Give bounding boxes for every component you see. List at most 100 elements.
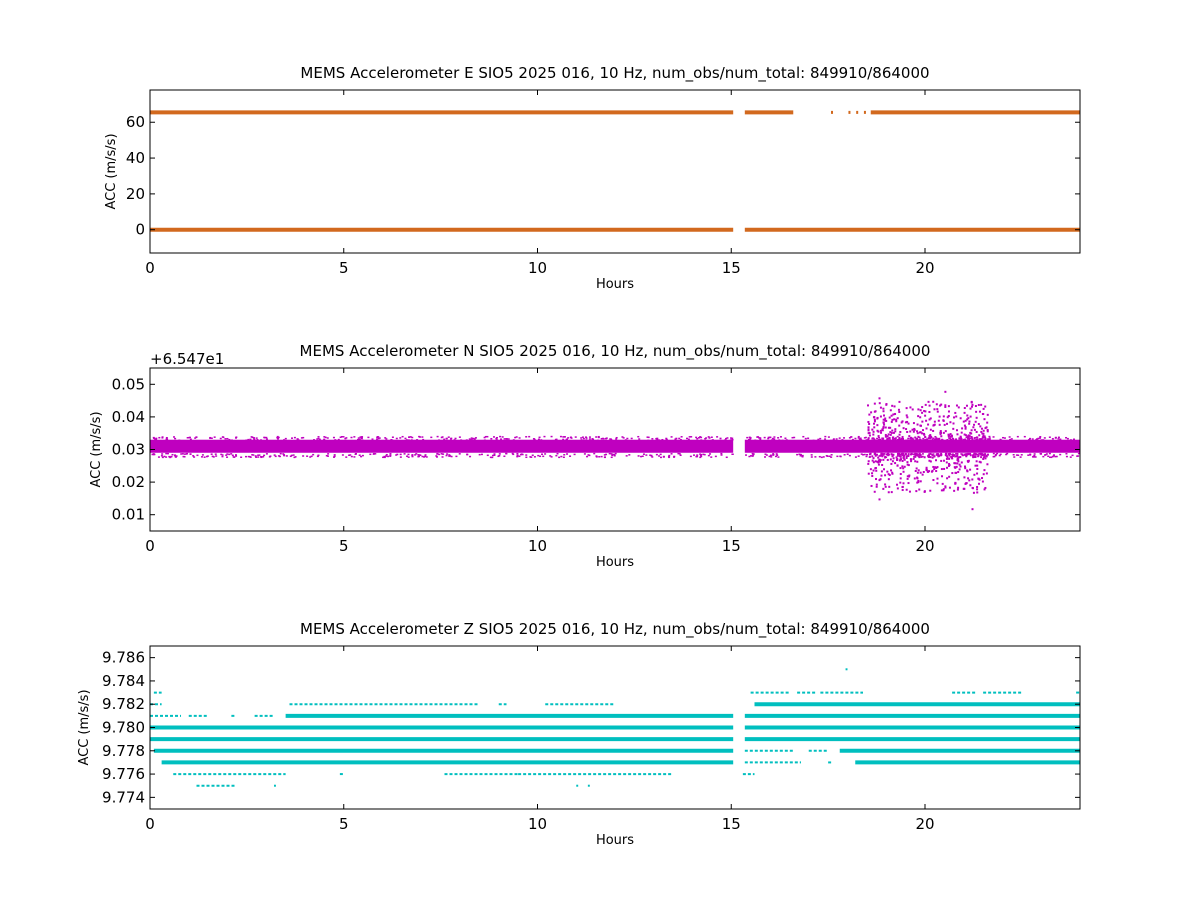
y-offset-text: +6.547e1 xyxy=(150,350,224,368)
data-point xyxy=(944,454,947,457)
data-point xyxy=(404,437,407,440)
data-point xyxy=(679,439,682,441)
data-point xyxy=(1037,437,1040,440)
data-point xyxy=(879,438,882,441)
data-point xyxy=(309,456,312,458)
data-point xyxy=(917,481,920,484)
data-point xyxy=(228,453,231,456)
data-point xyxy=(407,439,410,441)
data-point xyxy=(874,460,877,463)
data-point xyxy=(927,437,930,440)
data-point xyxy=(345,456,348,458)
data-point xyxy=(421,436,424,438)
data-point xyxy=(877,456,880,459)
chart-title: MEMS Accelerometer N SIO5 2025 016, 10 H… xyxy=(300,342,931,361)
data-point xyxy=(655,453,658,456)
data-point xyxy=(528,435,531,438)
data-point xyxy=(622,437,625,439)
data-point xyxy=(933,408,936,411)
data-point xyxy=(614,452,617,455)
data-point xyxy=(973,423,976,426)
data-point xyxy=(382,456,385,459)
data-point xyxy=(774,455,777,458)
data-point xyxy=(955,438,958,441)
data-point xyxy=(881,429,884,432)
data-point xyxy=(867,420,870,423)
data-point xyxy=(539,455,542,458)
data-point xyxy=(478,453,481,456)
data-point xyxy=(265,438,268,440)
data-point xyxy=(605,437,608,439)
data-point xyxy=(374,453,377,455)
data-point xyxy=(1051,455,1054,458)
data-point xyxy=(947,405,950,408)
data-point xyxy=(486,435,489,438)
data-point xyxy=(424,454,427,456)
data-point xyxy=(525,436,528,438)
data-point xyxy=(678,453,681,455)
data-point xyxy=(625,455,628,457)
data-point xyxy=(1033,454,1036,457)
data-point xyxy=(1065,455,1068,458)
data-point xyxy=(317,454,320,457)
data-point xyxy=(944,404,947,407)
data-point xyxy=(538,436,541,439)
data-point xyxy=(873,402,876,405)
data-point xyxy=(892,439,895,442)
data-point xyxy=(925,466,928,469)
data-point xyxy=(361,436,364,438)
data-point xyxy=(358,454,361,456)
data-point xyxy=(215,455,218,457)
data-point xyxy=(933,420,936,423)
data-point xyxy=(996,452,999,455)
data-point xyxy=(160,455,163,457)
data-point xyxy=(896,438,899,441)
data-point-extreme-6 xyxy=(971,403,974,406)
data-point xyxy=(608,452,611,455)
data-point xyxy=(947,435,950,438)
data-point xyxy=(972,439,975,442)
data-point xyxy=(1077,455,1080,457)
data-point xyxy=(921,406,924,409)
data-point xyxy=(897,453,900,456)
x-tick-label: 5 xyxy=(339,537,349,555)
data-point xyxy=(928,404,931,407)
data-point xyxy=(879,429,882,432)
data-point xyxy=(973,437,976,440)
data-point xyxy=(938,423,941,426)
data-point xyxy=(1051,438,1054,440)
data-point xyxy=(884,474,887,477)
data-point xyxy=(925,427,928,430)
data-point xyxy=(655,437,658,440)
data-point xyxy=(588,436,591,438)
data-point xyxy=(886,435,889,438)
data-point xyxy=(785,439,788,441)
data-point xyxy=(896,464,899,467)
data-point xyxy=(1065,436,1068,439)
data-point xyxy=(896,483,899,486)
data-point xyxy=(975,460,978,463)
data-point xyxy=(566,453,569,455)
data-point xyxy=(919,424,922,427)
data-point xyxy=(906,461,909,464)
data-point xyxy=(896,452,899,455)
data-point xyxy=(278,455,281,458)
data-point xyxy=(968,479,971,482)
data-point xyxy=(881,453,884,456)
data-point xyxy=(556,452,559,455)
data-point xyxy=(422,438,425,441)
data-point xyxy=(641,455,644,458)
data-point xyxy=(784,437,787,439)
data-point xyxy=(871,428,874,431)
data-point xyxy=(929,428,932,431)
data-point xyxy=(887,438,890,440)
data-point xyxy=(953,466,956,469)
data-point xyxy=(505,438,508,440)
data-point xyxy=(231,454,234,457)
data-point xyxy=(886,458,889,461)
data-point xyxy=(907,464,910,467)
data-point xyxy=(772,453,775,455)
data-point xyxy=(716,436,719,438)
data-point xyxy=(906,430,909,433)
data-point xyxy=(222,436,225,439)
